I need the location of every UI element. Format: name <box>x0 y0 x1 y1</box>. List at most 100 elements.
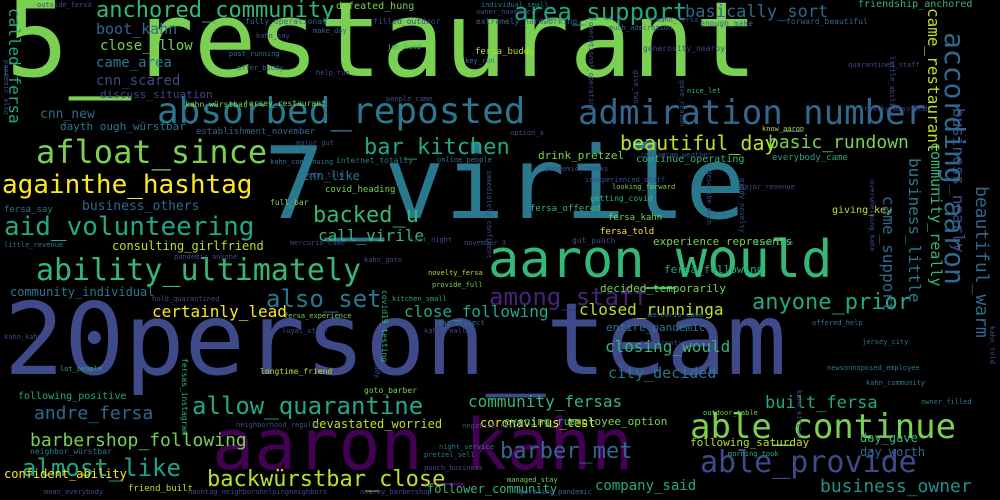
cloud-word: really_absorbed <box>864 105 928 113</box>
cloud-word: anyone_prior <box>752 290 911 315</box>
cloud-word: kahn_told <box>988 326 996 364</box>
cloud-word: kahn_really <box>424 327 471 335</box>
cloud-word: giddy_novelty <box>738 178 746 233</box>
cloud-word: operational_operating <box>587 22 595 111</box>
cloud-word: kahn_würstbar <box>185 100 248 109</box>
cloud-word: community_fersas <box>468 392 623 411</box>
cloud-word: looking_forward <box>612 183 676 191</box>
cloud-word: business_others <box>82 199 200 214</box>
cloud-word: call_virile <box>318 226 424 245</box>
cloud-word: experience_represents <box>653 235 793 248</box>
cloud-word: continue_operating <box>636 154 745 165</box>
cloud-word: consulting_girlfriend <box>112 239 264 253</box>
cloud-word: mercurio_came <box>648 311 703 319</box>
cloud-word: fersa_buddy <box>475 47 535 57</box>
cloud-word: backed_u <box>313 203 419 228</box>
cloud-word: establishment_november <box>196 127 316 137</box>
cloud-word: absorbed_reposted <box>157 91 526 132</box>
cloud-word: covid_heading <box>325 185 396 195</box>
cloud-word: cnn_new <box>40 107 95 122</box>
cloud-word: beautiful_warm <box>971 186 992 338</box>
cloud-word: kahn_goto <box>364 256 402 264</box>
cloud-word: ability_ultimately <box>36 253 362 288</box>
cloud-word: built_fersa <box>765 393 878 413</box>
cloud-word: kahn_community <box>866 379 926 387</box>
cloud-word: certainly_lead <box>152 302 287 321</box>
cloud-word: came_area <box>96 55 172 71</box>
cloud-word: business_owner <box>820 476 972 497</box>
cloud-word: gave_reason <box>678 80 686 127</box>
cloud-word: business_nearly <box>949 108 968 253</box>
cloud-word: community_really <box>927 142 945 287</box>
cloud-word: able_continue <box>690 407 957 447</box>
cloud-word: give_two <box>632 70 640 104</box>
cloud-word: hold_quarantined <box>152 295 220 303</box>
cloud-word: fersas_instagram <box>180 358 189 436</box>
cloud-word: employee_option <box>568 415 668 428</box>
cloud-word: little_ability <box>888 56 896 116</box>
cloud-word: offer_buddy <box>237 64 284 72</box>
cloud-word: business_little <box>905 158 924 303</box>
cloud-word: neighbor_würstbar <box>30 447 112 456</box>
cloud-word: area_support <box>514 0 688 26</box>
cloud-word: among_staff <box>489 283 648 311</box>
cloud-word: afloat_since <box>36 133 268 171</box>
cloud-word: giving_key <box>832 205 893 216</box>
cloud-word: extremely_hardworking <box>476 17 578 26</box>
cloud-word: immediately_confident <box>485 170 493 259</box>
cloud-word: kahn_kitchen <box>795 390 803 441</box>
cloud-word: came_restaurant <box>924 8 943 153</box>
cloud-word: following_positive <box>18 391 127 402</box>
cloud-word: backwürstbar_close <box>207 467 446 492</box>
cloud-word: pandemic_thanks <box>545 165 609 173</box>
cloud-word: barbershop_following <box>30 430 247 451</box>
cloud-word: key_run <box>465 57 495 65</box>
cloud-word: instagram_weather <box>640 151 712 159</box>
cloud-word: allow_quarantine <box>192 392 424 420</box>
cloud-word: night_service <box>439 443 494 451</box>
cloud-word: closed_runninga <box>579 300 724 319</box>
cloud-word: fersa_told <box>600 227 655 237</box>
cloud-word: lot_people <box>60 365 103 373</box>
cloud-word: hashtag_neighborshelpingneighbors <box>188 488 328 496</box>
cloud-word: full_bar <box>270 198 309 207</box>
cloud-word: friend_built <box>128 484 194 494</box>
cloud-word: covid19_testing <box>380 290 389 363</box>
cloud-word: able_provide <box>700 445 917 480</box>
cloud-word: city_decided <box>608 364 717 382</box>
cloud-word: defeated_hung <box>336 1 415 12</box>
cloud-word: mercurio_came <box>290 239 345 247</box>
cloud-word: barber_met <box>500 439 633 464</box>
cloud-word: day_worth <box>860 445 926 459</box>
cloud-word: people_came <box>386 95 433 103</box>
cloud-word: basic_rundown <box>768 132 909 153</box>
cloud-word: kahn_fersa <box>656 16 699 24</box>
cloud-word: gut_punch <box>572 236 616 245</box>
cloud-word: decided_temporarily <box>600 282 726 295</box>
cloud-word: overwhelming_kahn <box>868 180 876 252</box>
cloud-word: friendship_anchored <box>858 0 973 10</box>
cloud-word: fersa_kahn <box>608 213 663 223</box>
cloud-word: kahn_say <box>256 32 290 40</box>
cloud-word: day_gave <box>860 431 918 445</box>
cloud-word: coronavirus_test <box>480 416 596 430</box>
cloud-word: help_run <box>316 69 350 77</box>
cloud-word: loyal_staff <box>282 327 329 335</box>
cloud-word: make_day <box>313 27 347 35</box>
cloud-word: option_a <box>510 129 544 137</box>
cloud-word: following_saturday <box>690 436 810 449</box>
cloud-word: fersa_following <box>664 263 764 276</box>
cloud-word: fersa_experience <box>284 312 352 320</box>
cloud-word: basically_sort <box>685 2 829 22</box>
cloud-word: close_following <box>404 302 549 321</box>
cloud-word: 7_virile <box>264 125 746 242</box>
cloud-word: little_revenue <box>4 241 64 249</box>
cloud-word: generosity_nearby <box>643 44 725 53</box>
cloud-word: neighborhood_regular <box>236 421 321 429</box>
cloud-word: operating_pandemic <box>516 488 592 496</box>
cloud-word: much_admiration <box>609 24 673 32</box>
cloud-word: pandemic_anyone <box>174 253 238 261</box>
cloud-word: kahn_told <box>306 171 344 179</box>
cloud-word: getting_covid <box>590 194 653 203</box>
